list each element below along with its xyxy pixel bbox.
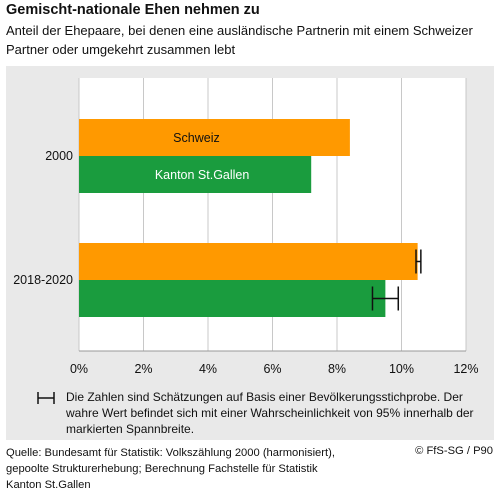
copyright: © FfS-SG / P90 [415,445,493,457]
x-tick-label: 8% [328,362,346,376]
x-tick-label: 0% [70,362,88,376]
bar [79,243,418,280]
note-text: Die Zahlen sind Schätzungen auf Basis ei… [66,390,474,436]
source-note: Quelle: Bundesamt für Statistik: Volkszä… [6,447,335,491]
x-tick-label: 10% [389,362,414,376]
x-tick-label: 6% [263,362,281,376]
bar [79,119,350,156]
chart-area: 0% 2% 4% 6% 8% 10% 12% 2000 Schweiz Kanton St.Gal… [6,66,494,388]
chart-title: Gemischt-nationale Ehen nehmen zu [6,2,260,18]
chart-subtitle: Anteil der Ehepaare, bei denen eine ausl… [6,23,473,57]
y-category-label: 2000 [45,149,73,163]
bar [79,280,386,317]
estimate-note: Die Zahlen sind Schätzungen auf Basis ei… [6,388,494,440]
series-label: Kanton St.Gallen [155,168,250,182]
bar [79,156,312,193]
series-label: Schweiz [173,131,220,145]
x-tick-label: 2% [134,362,152,376]
bar-chart: 0% 2% 4% 6% 8% 10% 12% 2000 Schweiz Kanton St.Gal… [13,78,479,376]
x-tick-label: 12% [453,362,478,376]
error-bar-icon [37,392,55,404]
y-category-label: 2018-2020 [13,273,73,287]
x-tick-label: 4% [199,362,217,376]
